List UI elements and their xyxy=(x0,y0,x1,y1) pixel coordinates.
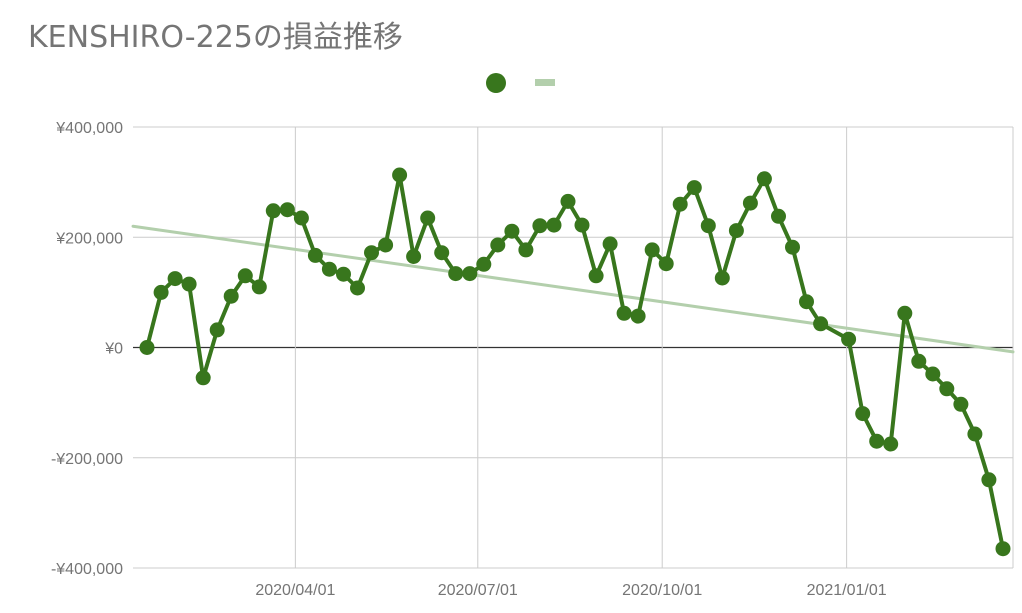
x-tick-label: 2021/01/01 xyxy=(807,582,887,599)
data-point xyxy=(364,245,379,261)
data-point xyxy=(181,276,197,292)
data-point xyxy=(490,237,506,253)
data-point xyxy=(644,242,660,258)
data-point xyxy=(995,541,1011,557)
data-point xyxy=(785,239,800,255)
data-point xyxy=(546,217,562,233)
data-point xyxy=(967,426,983,442)
data-point xyxy=(406,249,422,264)
data-point xyxy=(293,210,309,226)
data-point xyxy=(167,271,183,287)
data-point xyxy=(869,433,885,449)
legend-series-marker xyxy=(486,73,506,93)
data-point xyxy=(700,218,716,234)
x-tick-label: 2020/04/01 xyxy=(255,582,335,599)
data-point xyxy=(462,266,478,282)
y-tick-label: ¥400,000 xyxy=(55,120,123,137)
data-point xyxy=(883,436,899,452)
data-point xyxy=(799,294,814,310)
data-point xyxy=(658,256,674,272)
profit-series xyxy=(139,167,1011,557)
data-point xyxy=(714,270,730,286)
data-point xyxy=(630,308,646,324)
data-point xyxy=(448,266,464,282)
data-point xyxy=(350,280,365,296)
data-point xyxy=(237,268,253,284)
data-point xyxy=(925,366,941,382)
data-point xyxy=(672,196,688,212)
data-point xyxy=(420,210,436,226)
data-point xyxy=(504,223,520,239)
data-point xyxy=(153,284,169,300)
y-axis: ¥400,000 ¥200,000 ¥0 -¥200,000 -¥400,000 xyxy=(51,120,123,578)
data-point xyxy=(911,353,927,369)
data-point xyxy=(939,381,955,397)
series-line xyxy=(145,174,1005,550)
data-point xyxy=(813,316,829,332)
data-point xyxy=(728,223,744,239)
data-point xyxy=(981,472,997,488)
grid xyxy=(133,126,1014,569)
trendline-path xyxy=(131,224,1015,354)
x-axis: 2020/04/01 2020/07/01 2020/10/01 2021/01/01 xyxy=(255,582,886,599)
x-tick-label: 2020/07/01 xyxy=(438,582,518,599)
data-point xyxy=(307,247,323,263)
data-point xyxy=(686,180,702,196)
data-point xyxy=(251,279,267,295)
x-tick-label: 2020/10/01 xyxy=(622,582,702,599)
data-point xyxy=(518,242,534,258)
data-point xyxy=(378,237,394,253)
data-point xyxy=(574,217,590,233)
data-point xyxy=(434,245,450,261)
data-point xyxy=(855,406,871,422)
data-point xyxy=(265,203,281,219)
legend xyxy=(486,73,555,93)
data-point xyxy=(616,305,632,321)
data-point xyxy=(742,195,758,211)
data-point xyxy=(560,193,576,209)
trendline xyxy=(131,224,1015,354)
data-point xyxy=(771,208,786,224)
data-point xyxy=(897,305,913,321)
chart-title: KENSHIRO-225の損益推移 xyxy=(28,20,403,55)
data-point xyxy=(279,202,295,218)
data-point xyxy=(476,256,492,272)
data-point xyxy=(756,171,772,187)
data-point xyxy=(209,322,225,338)
data-point xyxy=(602,236,618,252)
data-point xyxy=(223,288,239,304)
data-point xyxy=(336,266,351,282)
y-tick-label: -¥200,000 xyxy=(51,451,123,468)
legend-trend-marker xyxy=(535,79,555,86)
data-point xyxy=(532,218,548,234)
data-point xyxy=(139,340,155,355)
data-point xyxy=(392,167,408,183)
data-point xyxy=(841,331,857,347)
y-tick-label: ¥0 xyxy=(104,341,123,358)
data-point xyxy=(195,370,211,386)
data-point xyxy=(953,396,969,412)
y-tick-label: -¥400,000 xyxy=(51,561,123,578)
y-tick-label: ¥200,000 xyxy=(55,230,123,247)
data-point xyxy=(321,261,337,277)
data-point xyxy=(588,268,604,284)
